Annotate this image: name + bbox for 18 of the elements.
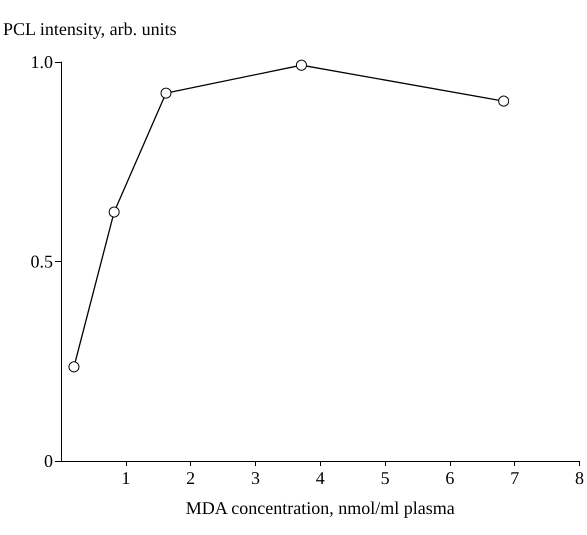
x-tick-label: 2 <box>186 468 196 488</box>
point <box>160 88 172 99</box>
y-axis-title: PCL intensity, arb. units <box>3 19 177 39</box>
y-tick-label: 0 <box>44 451 53 471</box>
x-tick-label: 3 <box>250 468 260 488</box>
x-axis-title: MDA concentration, nmol/ml plasma <box>186 498 455 518</box>
point <box>498 96 510 107</box>
point <box>108 206 120 218</box>
x-tick-label: 4 <box>316 468 325 488</box>
y-tick-label: 1.0 <box>30 52 53 72</box>
point <box>296 60 307 71</box>
x-tick-label: 7 <box>510 468 520 488</box>
x-tick-label: 8 <box>575 468 584 488</box>
x-tick-label: 6 <box>445 468 454 488</box>
x-tick-label: 5 <box>380 468 390 488</box>
y-tick-label: 0.5 <box>30 252 53 272</box>
x-tick-label: 1 <box>121 468 130 488</box>
point <box>68 361 80 372</box>
